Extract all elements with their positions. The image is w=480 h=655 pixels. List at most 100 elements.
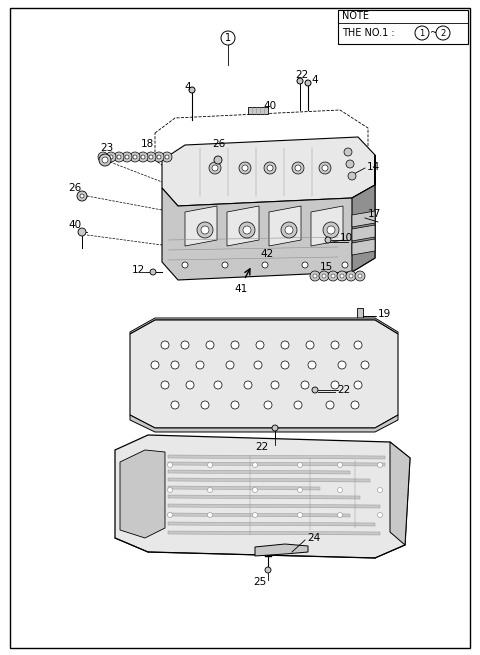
- Circle shape: [281, 341, 289, 349]
- Circle shape: [182, 262, 188, 268]
- Circle shape: [310, 271, 320, 281]
- Circle shape: [354, 341, 362, 349]
- Polygon shape: [168, 462, 385, 466]
- Circle shape: [130, 152, 140, 162]
- Text: 19: 19: [378, 309, 391, 319]
- Circle shape: [377, 462, 383, 468]
- Circle shape: [294, 401, 302, 409]
- Text: 1: 1: [420, 29, 425, 37]
- Bar: [357, 308, 363, 324]
- Circle shape: [161, 381, 169, 389]
- Circle shape: [331, 381, 339, 389]
- Circle shape: [214, 156, 222, 164]
- Text: ~: ~: [430, 28, 438, 38]
- Polygon shape: [311, 206, 343, 246]
- Circle shape: [252, 487, 257, 493]
- Circle shape: [285, 226, 293, 234]
- Polygon shape: [352, 239, 375, 255]
- Circle shape: [305, 80, 311, 86]
- Circle shape: [262, 262, 268, 268]
- Circle shape: [331, 341, 339, 349]
- Polygon shape: [162, 185, 375, 280]
- Circle shape: [326, 401, 334, 409]
- Circle shape: [308, 361, 316, 369]
- Circle shape: [149, 155, 153, 159]
- Circle shape: [168, 512, 172, 517]
- Text: 10: 10: [340, 233, 353, 243]
- Circle shape: [322, 274, 326, 278]
- Circle shape: [337, 462, 343, 468]
- Circle shape: [327, 226, 335, 234]
- Circle shape: [196, 361, 204, 369]
- Circle shape: [377, 487, 383, 493]
- Circle shape: [102, 157, 108, 163]
- Circle shape: [377, 512, 383, 517]
- Polygon shape: [168, 504, 380, 508]
- Circle shape: [181, 341, 189, 349]
- Circle shape: [338, 361, 346, 369]
- Circle shape: [243, 226, 251, 234]
- Circle shape: [346, 271, 356, 281]
- Circle shape: [226, 361, 234, 369]
- Circle shape: [415, 26, 429, 40]
- Circle shape: [342, 262, 348, 268]
- Text: 25: 25: [253, 577, 266, 587]
- Circle shape: [272, 425, 278, 431]
- Circle shape: [168, 487, 172, 493]
- Polygon shape: [168, 522, 375, 526]
- Circle shape: [271, 381, 279, 389]
- Circle shape: [312, 387, 318, 393]
- Text: 40: 40: [263, 101, 276, 111]
- Circle shape: [306, 341, 314, 349]
- Text: 14: 14: [367, 162, 380, 172]
- Text: 4: 4: [185, 82, 192, 92]
- Circle shape: [186, 381, 194, 389]
- Circle shape: [161, 341, 169, 349]
- Circle shape: [101, 155, 105, 159]
- Circle shape: [239, 162, 251, 174]
- Bar: [248, 107, 268, 114]
- Circle shape: [171, 401, 179, 409]
- Circle shape: [264, 401, 272, 409]
- Circle shape: [207, 487, 213, 493]
- Circle shape: [242, 165, 248, 171]
- Circle shape: [207, 512, 213, 517]
- Polygon shape: [227, 206, 259, 246]
- Circle shape: [146, 152, 156, 162]
- Circle shape: [319, 162, 331, 174]
- Circle shape: [281, 361, 289, 369]
- Circle shape: [349, 274, 353, 278]
- Circle shape: [114, 152, 124, 162]
- Text: THE NO.1 :: THE NO.1 :: [342, 28, 398, 38]
- Text: NOTE: NOTE: [342, 11, 369, 21]
- Circle shape: [361, 361, 369, 369]
- Polygon shape: [352, 225, 375, 241]
- Text: 15: 15: [320, 262, 333, 272]
- Text: 41: 41: [234, 284, 247, 294]
- Polygon shape: [130, 318, 398, 334]
- Circle shape: [436, 26, 450, 40]
- Circle shape: [325, 237, 331, 243]
- Polygon shape: [115, 435, 410, 558]
- Polygon shape: [255, 544, 308, 556]
- Circle shape: [201, 226, 209, 234]
- Circle shape: [197, 222, 213, 238]
- Circle shape: [154, 152, 164, 162]
- Circle shape: [292, 162, 304, 174]
- Circle shape: [209, 162, 221, 174]
- Text: 42: 42: [260, 249, 273, 259]
- Polygon shape: [352, 211, 375, 227]
- Circle shape: [168, 462, 172, 468]
- Circle shape: [150, 269, 156, 275]
- Circle shape: [328, 271, 338, 281]
- Circle shape: [138, 152, 148, 162]
- Circle shape: [77, 191, 87, 201]
- Circle shape: [221, 31, 235, 45]
- Circle shape: [141, 155, 145, 159]
- Text: 1: 1: [225, 33, 231, 43]
- Polygon shape: [168, 486, 320, 490]
- Text: 17: 17: [368, 209, 381, 219]
- Circle shape: [254, 361, 262, 369]
- Circle shape: [354, 381, 362, 389]
- Circle shape: [267, 165, 273, 171]
